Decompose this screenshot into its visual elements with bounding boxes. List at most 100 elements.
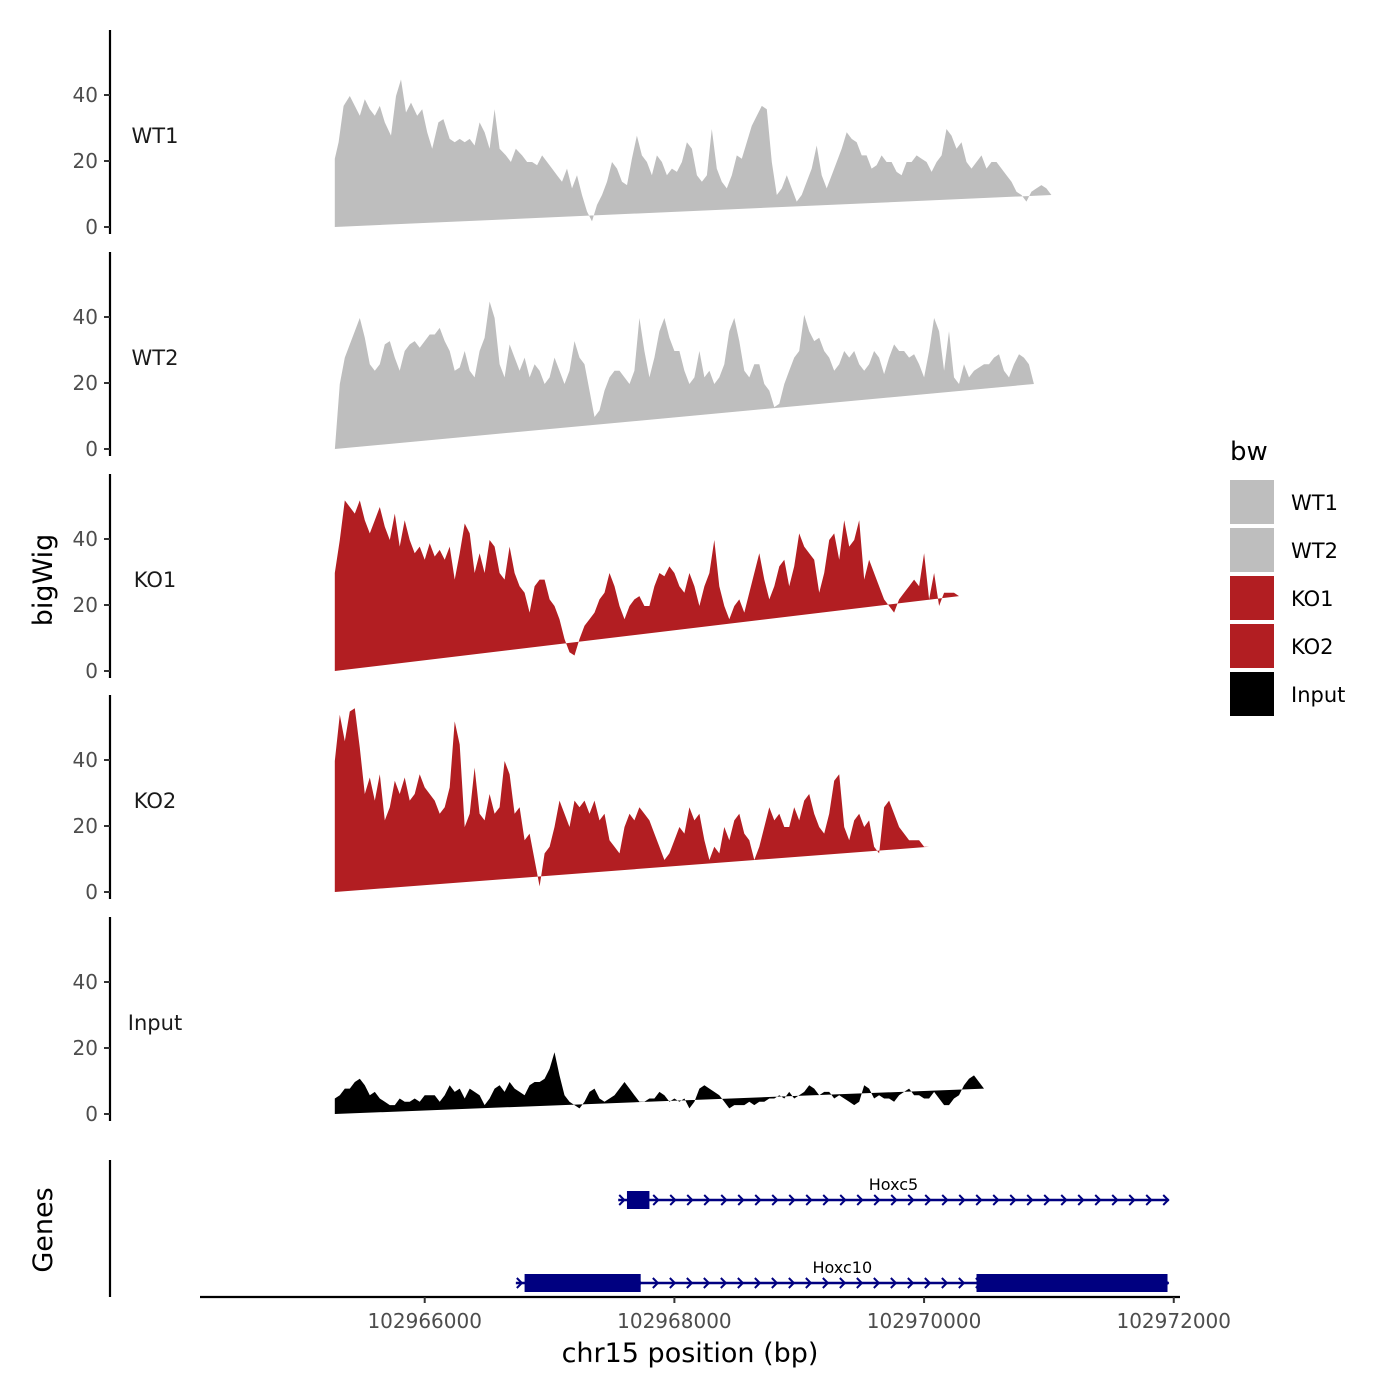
x-tick-label: 102970000 bbox=[867, 1309, 982, 1333]
strand-arrow bbox=[703, 1277, 711, 1289]
exon bbox=[626, 1191, 650, 1209]
strand-arrow bbox=[1043, 1194, 1051, 1206]
legend-item-input: Input bbox=[1230, 672, 1345, 716]
track-input: 0 20 40 Input bbox=[73, 917, 984, 1126]
strand-arrow bbox=[856, 1194, 864, 1206]
strand-arrow bbox=[958, 1194, 966, 1206]
strand-arrow bbox=[907, 1277, 915, 1289]
strand-arrow bbox=[686, 1194, 694, 1206]
track-label: Input bbox=[128, 1011, 182, 1035]
track-wt2: 0 20 40 WT2 bbox=[73, 252, 1034, 461]
signal-area-wt1 bbox=[334, 79, 1052, 227]
strand-arrow bbox=[771, 1194, 779, 1206]
y-tick-label: 20 bbox=[73, 149, 98, 173]
strand-arrow bbox=[805, 1194, 813, 1206]
legend-label: Input bbox=[1291, 683, 1345, 707]
signal-tracks: 0 20 40 WT1 0 20 40 WT2 0 20 40 KO1 0 20 40 KO2 0 20 40 Inp… bbox=[73, 30, 1052, 1126]
strand-arrow bbox=[788, 1194, 796, 1206]
strand-arrow bbox=[839, 1194, 847, 1206]
gene-hoxc5: Hoxc5 bbox=[618, 1175, 1170, 1209]
strand-arrow bbox=[1094, 1194, 1102, 1206]
y-tick-label: 40 bbox=[73, 748, 98, 772]
x-axis-title: chr15 position (bp) bbox=[562, 1338, 819, 1369]
y-tick-label: 0 bbox=[85, 215, 98, 239]
strand-arrow bbox=[788, 1277, 796, 1289]
strand-arrow bbox=[754, 1194, 762, 1206]
legend-item-wt2: WT2 bbox=[1230, 528, 1338, 572]
gene-label: Hoxc10 bbox=[812, 1258, 872, 1277]
strand-arrow bbox=[1111, 1194, 1119, 1206]
strand-arrow bbox=[618, 1194, 626, 1206]
y-tick-label: 0 bbox=[85, 659, 98, 683]
strand-arrow bbox=[1026, 1194, 1034, 1206]
strand-arrow bbox=[720, 1194, 728, 1206]
strand-arrow bbox=[924, 1277, 932, 1289]
strand-arrow bbox=[822, 1277, 830, 1289]
x-tick-label: 102966000 bbox=[367, 1309, 482, 1333]
y-tick-label: 40 bbox=[73, 970, 98, 994]
legend-swatch bbox=[1230, 672, 1274, 716]
track-label: WT2 bbox=[132, 346, 179, 370]
strand-arrow bbox=[1128, 1194, 1136, 1206]
y-tick-label: 20 bbox=[73, 1036, 98, 1060]
strand-arrow bbox=[890, 1194, 898, 1206]
genes-axis-title: Genes bbox=[28, 1187, 59, 1272]
strand-arrow bbox=[1009, 1194, 1017, 1206]
signal-area-ko1 bbox=[334, 500, 959, 671]
x-axis: chr15 position (bp) 102966000 102968000 10… bbox=[200, 1295, 1231, 1369]
track-wt1: 0 20 40 WT1 bbox=[73, 30, 1052, 239]
strand-arrow bbox=[516, 1277, 524, 1289]
strand-arrow bbox=[1145, 1194, 1153, 1206]
strand-arrow bbox=[1077, 1194, 1085, 1206]
strand-arrow bbox=[669, 1194, 677, 1206]
strand-arrow bbox=[703, 1194, 711, 1206]
y-tick-label: 0 bbox=[85, 880, 98, 904]
strand-arrow bbox=[975, 1194, 983, 1206]
track-ko1: 0 20 40 KO1 bbox=[73, 474, 959, 683]
y-tick-label: 20 bbox=[73, 593, 98, 617]
strand-arrow bbox=[669, 1277, 677, 1289]
strand-arrow bbox=[822, 1194, 830, 1206]
strand-arrow bbox=[805, 1277, 813, 1289]
legend-label: WT1 bbox=[1291, 491, 1338, 515]
y-tick-label: 40 bbox=[73, 527, 98, 551]
legend-swatch bbox=[1230, 528, 1274, 572]
y-axis-title: bigWig bbox=[28, 534, 59, 627]
strand-arrow bbox=[924, 1194, 932, 1206]
legend-swatch bbox=[1230, 576, 1274, 620]
strand-arrow bbox=[941, 1194, 949, 1206]
strand-arrow bbox=[839, 1277, 847, 1289]
legend-item-wt1: WT1 bbox=[1230, 480, 1338, 524]
signal-area-input bbox=[334, 1052, 984, 1114]
track-label: KO2 bbox=[134, 789, 177, 813]
legend-label: KO2 bbox=[1291, 635, 1334, 659]
legend: bw WT1 WT2 KO1 KO2 Input bbox=[1230, 437, 1345, 716]
legend-swatch bbox=[1230, 480, 1274, 524]
signal-area-wt2 bbox=[334, 301, 1034, 450]
signal-area-ko2 bbox=[334, 708, 930, 892]
x-tick-label: 102968000 bbox=[617, 1309, 732, 1333]
y-tick-label: 40 bbox=[73, 305, 98, 329]
strand-arrow bbox=[754, 1277, 762, 1289]
y-axis-title-group: bigWig Genes bbox=[28, 534, 59, 1273]
strand-arrow bbox=[873, 1277, 881, 1289]
y-tick-label: 0 bbox=[85, 437, 98, 461]
exon bbox=[524, 1274, 641, 1292]
gene-hoxc10: Hoxc10 bbox=[515, 1258, 1170, 1292]
legend-item-ko2: KO2 bbox=[1230, 624, 1334, 668]
strand-arrow bbox=[1162, 1194, 1170, 1206]
legend-label: WT2 bbox=[1291, 539, 1338, 563]
track-label: WT1 bbox=[132, 124, 179, 148]
strand-arrow bbox=[686, 1277, 694, 1289]
strand-arrow bbox=[907, 1194, 915, 1206]
y-tick-label: 20 bbox=[73, 371, 98, 395]
strand-arrow bbox=[958, 1277, 966, 1289]
strand-arrow bbox=[992, 1194, 1000, 1206]
legend-swatch bbox=[1230, 624, 1274, 668]
track-label: KO1 bbox=[134, 568, 177, 592]
strand-arrow bbox=[720, 1277, 728, 1289]
gene-label: Hoxc5 bbox=[869, 1175, 919, 1194]
strand-arrow bbox=[737, 1194, 745, 1206]
strand-arrow bbox=[890, 1277, 898, 1289]
